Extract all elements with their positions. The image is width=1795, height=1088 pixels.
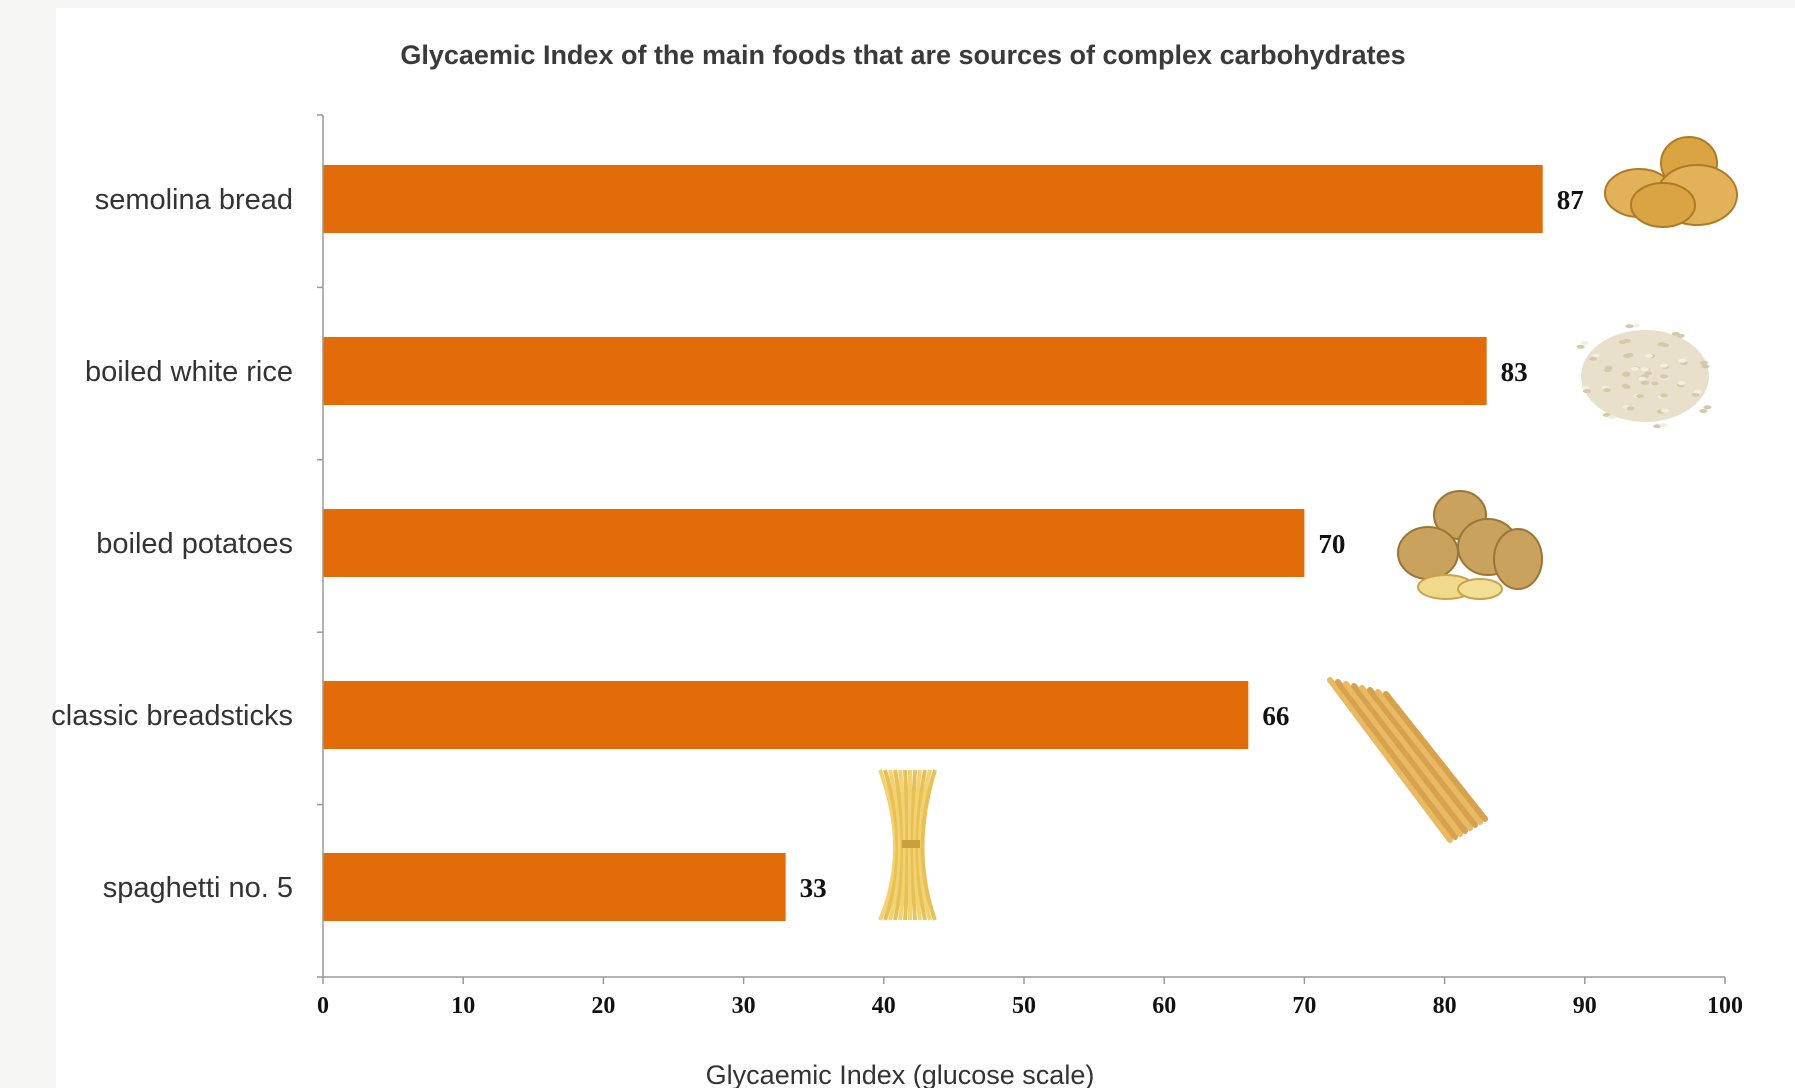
bread-rolls-image <box>1604 136 1738 228</box>
x-tick-label: 80 <box>1433 993 1457 1019</box>
bar-1 <box>323 165 1543 233</box>
category-label: classic breadsticks <box>51 700 293 732</box>
value-labels: 87 83 70 66 33 <box>800 185 1584 903</box>
category-label: spaghetti no. 5 <box>103 872 293 904</box>
value-label: 83 <box>1501 357 1528 387</box>
bar-2 <box>323 337 1487 405</box>
category-label: semolina bread <box>95 184 293 216</box>
x-tick-label: 60 <box>1152 993 1176 1019</box>
category-labels: semolina bread boiled white rice boiled po… <box>51 184 293 904</box>
breadsticks-image <box>1327 677 1488 843</box>
value-label: 66 <box>1262 701 1289 731</box>
x-axis-label: Glycaemic Index (glucose scale) <box>706 1060 1095 1088</box>
bar-3 <box>323 509 1305 577</box>
x-tick-label: 40 <box>872 993 896 1019</box>
x-tick-label: 70 <box>1292 993 1316 1019</box>
x-tick-label: 90 <box>1573 993 1597 1019</box>
category-label: boiled potatoes <box>96 528 293 560</box>
x-tick-label: 30 <box>732 993 756 1019</box>
value-label: 33 <box>800 873 827 903</box>
potatoes-image <box>1397 490 1543 600</box>
value-label: 70 <box>1318 529 1345 559</box>
bar-4 <box>323 681 1249 749</box>
x-tick-label: 20 <box>591 993 615 1019</box>
x-tick-labels: 0 10 20 30 40 50 60 70 80 90 100 <box>317 993 1743 1019</box>
x-tick-label: 0 <box>317 993 329 1019</box>
x-tick-label: 100 <box>1707 993 1743 1019</box>
spaghetti-image <box>878 769 937 921</box>
bar-5 <box>323 853 786 921</box>
axes <box>317 114 1726 984</box>
x-tick-label: 10 <box>451 993 475 1019</box>
rice-image <box>1576 323 1712 429</box>
x-tick-label: 50 <box>1012 993 1036 1019</box>
chart-title: Glycaemic Index of the main foods that a… <box>400 40 1405 70</box>
value-label: 87 <box>1557 185 1584 215</box>
item-images-layer <box>878 136 1738 921</box>
category-label: boiled white rice <box>85 356 293 388</box>
bars-layer <box>323 165 1543 921</box>
